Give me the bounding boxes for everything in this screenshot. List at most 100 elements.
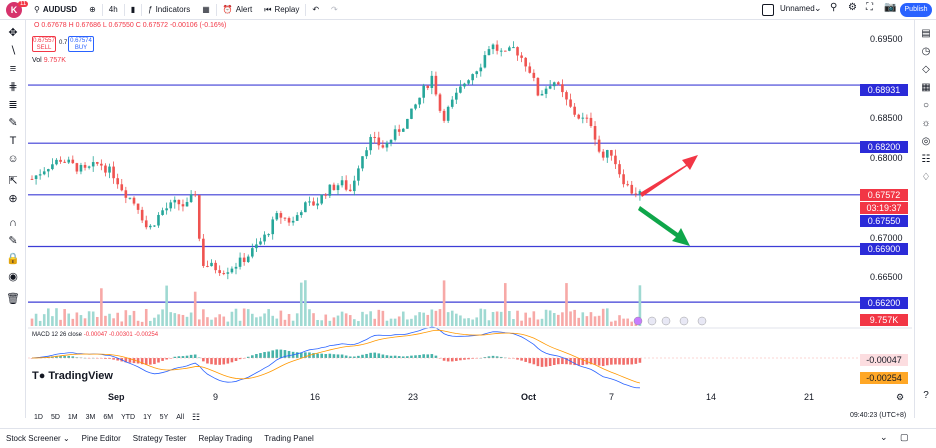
calendar-icon[interactable]: ☷ [921,154,931,165]
layout-checkbox[interactable] [762,4,774,16]
candle-body [544,88,548,94]
brush-icon[interactable]: ✎ [8,117,18,129]
magnet-icon[interactable]: ∩ [9,217,17,229]
macd-histogram-bar [246,356,250,358]
macd-histogram-bar [544,358,548,367]
buy-button[interactable]: 0.67574 BUY [68,36,94,52]
range-3m[interactable]: 3M [85,413,96,421]
notification-bell-icon[interactable]: ♢ [921,172,931,183]
candle-body [442,110,446,121]
redo-button[interactable]: ↷ [325,0,344,20]
tab-replay-trading[interactable]: Replay Trading [198,434,253,443]
trash-icon[interactable]: 🗑 [6,293,20,305]
eye-icon[interactable]: ◉ [8,271,18,283]
horizontal-lines-icon[interactable]: ≡ [9,63,17,75]
range-5y[interactable]: 5Y [159,413,169,421]
lock-icon[interactable]: 🔒 [6,253,20,265]
macd-histogram-bar [361,354,364,358]
symbol-search[interactable]: ⚲ AUDUSD [28,0,83,20]
range-1y[interactable]: 1Y [143,413,152,421]
candle-body [149,225,152,228]
candle-body [242,257,246,262]
volume-bar [299,282,303,326]
lock-drawing-icon[interactable]: ✎ [8,235,18,247]
volume-bar [255,317,258,326]
macd-histogram-bar [304,352,307,358]
axis-settings-icon[interactable]: ⚙ [896,392,905,402]
range-1m[interactable]: 1M [67,413,78,421]
volume-bar [75,312,79,326]
camera-icon[interactable]: 📷 [884,2,897,13]
zoom-icon[interactable]: ⊕ [8,193,18,205]
volume-bar [597,315,601,326]
help-icon[interactable]: ? [923,390,929,401]
volume-bar [601,308,605,326]
account-avatar[interactable]: K 11 [0,0,29,20]
data-window-icon[interactable]: ▦ [921,82,931,93]
trend-line-icon[interactable]: ∖ [9,45,17,57]
candle-body [585,117,589,119]
macd-histogram-bar [487,356,491,358]
indicators-button[interactable]: ƒ Indicators [142,0,196,20]
templates-button[interactable]: ▦ [196,0,216,20]
range-all[interactable]: All [176,413,185,421]
macd-histogram-bar [422,354,425,358]
text-icon[interactable]: T [9,135,17,147]
pitchfork-icon[interactable]: ⋕ [8,81,18,93]
candle-body [491,44,495,50]
fib-icon[interactable]: ≣ [8,99,18,111]
tab-trading-panel[interactable]: Trading Panel [264,434,314,443]
compare-button[interactable]: ⊕ [83,0,102,20]
volume-bar [499,311,503,326]
volume-bar [442,280,446,326]
range-6m[interactable]: 6M [103,413,114,421]
ruler-icon[interactable]: ⇱ [8,175,18,187]
chevron-down-icon[interactable]: ⌄ [814,3,822,13]
replay-button[interactable]: ⏮ Replay [258,0,305,20]
range-1d[interactable]: 1D [34,413,43,421]
lightbulb-icon[interactable]: ☼ [921,118,931,129]
tab-strategy-tester[interactable]: Strategy Tester [132,434,187,443]
quick-search-icon[interactable]: ⚲ [830,2,838,13]
chat-icon[interactable]: ○ [922,100,930,111]
collapse-panel-icon[interactable]: ⌄ [880,432,888,442]
go-to-date-icon[interactable]: ☷ [192,411,201,422]
range-ytd[interactable]: YTD [121,413,136,421]
chart-type-button[interactable]: ▮ [125,0,141,20]
candle-body [234,266,238,269]
alert-button[interactable]: ⏰ Alert [217,0,258,20]
candle-body [357,168,360,181]
settings-gear-icon[interactable]: ⚙ [848,2,857,13]
undo-button[interactable]: ↶ [306,0,325,20]
crosshair-icon[interactable]: ✥ [8,27,18,39]
candle-body [365,150,368,157]
tab-pine-editor[interactable]: Pine Editor [81,434,121,443]
watchlist-icon[interactable]: ▤ [921,28,931,39]
volume-bar [267,309,270,326]
alerts-clock-icon[interactable]: ◷ [921,46,931,57]
alert-label: Alert [235,5,253,14]
macd-histogram-bar [357,355,360,358]
volume-bar [304,280,307,326]
candle-body [373,136,377,138]
target-icon[interactable]: ◎ [921,136,931,147]
maximize-panel-icon[interactable]: ▢ [900,432,909,442]
layout-name[interactable]: Unnamed [780,4,815,13]
macd-histogram-bar [71,356,75,358]
volume-bar [263,313,266,326]
publish-button[interactable]: Publish [900,3,932,17]
macd-histogram-bar [630,358,634,365]
range-5d[interactable]: 5D [50,413,60,421]
volume-bar [418,312,421,326]
sell-button[interactable]: 0.67557 SELL [32,36,56,52]
tab-stock-screener[interactable]: Stock Screener ⌄ [0,434,76,443]
candle-body [528,66,532,73]
layers-icon[interactable]: ◇ [922,64,930,75]
timeframe-button[interactable]: 4h [108,5,118,14]
macd-signal-line [31,329,641,384]
sell-price: 0.67557 [33,38,55,44]
smiley-icon[interactable]: ☺ [7,153,19,165]
fullscreen-icon[interactable]: ⛶ [866,2,873,13]
utc-clock[interactable]: 09:40:23 (UTC+8) [850,412,907,419]
